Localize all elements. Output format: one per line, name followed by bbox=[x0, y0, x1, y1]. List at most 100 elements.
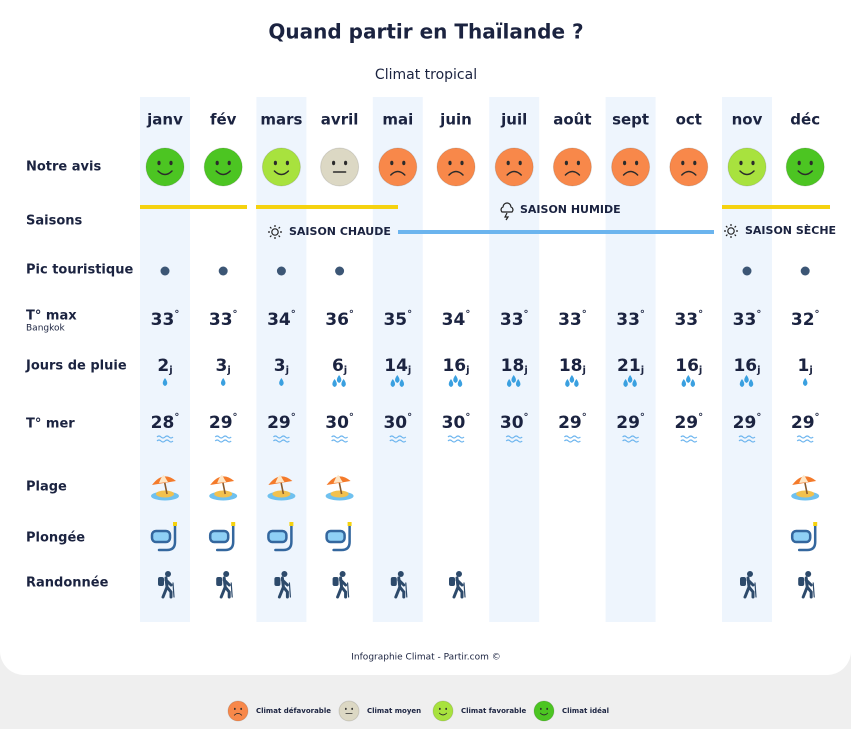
face bbox=[320, 147, 360, 187]
subtitle: Climat tropical bbox=[375, 67, 477, 83]
value: 30 bbox=[500, 413, 524, 433]
head bbox=[397, 571, 404, 577]
body bbox=[743, 576, 755, 599]
month-label: oct bbox=[676, 111, 702, 129]
face-circle bbox=[669, 147, 709, 187]
value: 1 bbox=[798, 356, 810, 376]
value: 29 bbox=[733, 413, 757, 433]
sea-temp: 29° bbox=[267, 412, 296, 433]
value: 33 bbox=[558, 310, 582, 330]
backpack bbox=[216, 577, 223, 586]
mouth bbox=[506, 170, 522, 176]
snorkel-icon bbox=[325, 522, 352, 552]
mouth bbox=[681, 170, 697, 176]
canopy-stripe bbox=[217, 475, 227, 483]
drop bbox=[336, 375, 342, 383]
value: 34 bbox=[442, 310, 466, 330]
column-backgrounds bbox=[140, 97, 772, 622]
drops bbox=[739, 375, 754, 387]
unit: j bbox=[465, 365, 469, 376]
island bbox=[330, 490, 349, 498]
hiker-icon bbox=[740, 571, 757, 599]
body bbox=[219, 576, 231, 599]
drops bbox=[448, 375, 463, 387]
eye bbox=[739, 160, 743, 166]
eye bbox=[751, 160, 755, 166]
face-circle bbox=[494, 147, 534, 187]
stick bbox=[230, 582, 233, 598]
month-label: nov bbox=[732, 111, 763, 129]
backpack bbox=[740, 577, 746, 586]
unit: ° bbox=[465, 412, 470, 423]
legend-label: Climat défavorable bbox=[256, 707, 331, 715]
wave bbox=[796, 439, 814, 443]
value: 29 bbox=[616, 413, 640, 433]
beach-icon bbox=[267, 475, 296, 501]
tube bbox=[157, 523, 177, 552]
unit: j bbox=[756, 365, 760, 376]
unit: j bbox=[808, 365, 812, 376]
island bbox=[272, 490, 291, 498]
unit: ° bbox=[174, 309, 179, 320]
mouth bbox=[273, 170, 290, 176]
unit: j bbox=[640, 365, 644, 376]
sea-temp: 29° bbox=[558, 412, 587, 433]
eye bbox=[564, 160, 568, 166]
drop bbox=[279, 378, 284, 386]
eye bbox=[390, 160, 394, 166]
drops bbox=[332, 375, 346, 387]
month-label: juin bbox=[439, 111, 472, 129]
peak-dot bbox=[160, 266, 170, 276]
wave bbox=[214, 435, 232, 439]
eye bbox=[809, 160, 813, 166]
drop bbox=[802, 378, 808, 386]
face-circle bbox=[320, 147, 360, 187]
face-circle bbox=[533, 700, 555, 722]
drop bbox=[457, 379, 463, 387]
unit: j bbox=[226, 365, 230, 376]
value: 30 bbox=[442, 413, 466, 433]
eye bbox=[460, 160, 464, 166]
value: 29 bbox=[267, 413, 291, 433]
tube bbox=[274, 523, 293, 552]
eye bbox=[540, 707, 542, 711]
drops bbox=[162, 378, 168, 386]
sea-temp: 30° bbox=[442, 412, 471, 433]
season-label: SAISON SÈCHE bbox=[745, 224, 836, 237]
wave bbox=[505, 435, 523, 439]
rain-days: 16j bbox=[733, 356, 760, 376]
season-label: SAISON CHAUDE bbox=[289, 225, 391, 238]
face bbox=[552, 147, 592, 187]
row-label: Plongée bbox=[26, 531, 85, 546]
eye bbox=[157, 160, 161, 166]
sea-temp: 28° bbox=[151, 412, 180, 433]
drops bbox=[681, 375, 696, 387]
month-label: mars bbox=[260, 111, 302, 129]
value: 6 bbox=[332, 356, 344, 376]
eye bbox=[506, 160, 510, 166]
wave bbox=[272, 435, 290, 439]
waves bbox=[331, 435, 349, 443]
beach-icon bbox=[151, 475, 179, 501]
eye bbox=[445, 707, 447, 711]
wave bbox=[331, 435, 349, 439]
hiker-icon bbox=[216, 571, 233, 599]
rain-days: 16j bbox=[675, 356, 702, 376]
unit: ° bbox=[407, 412, 412, 423]
snorkel-icon bbox=[150, 522, 177, 552]
eye bbox=[681, 160, 685, 166]
canopy-stripe bbox=[275, 475, 285, 483]
eye bbox=[345, 707, 347, 711]
sea-temp: 29° bbox=[674, 412, 703, 433]
mask bbox=[208, 529, 230, 544]
unit: ° bbox=[582, 412, 587, 423]
face bbox=[261, 147, 301, 187]
mouth bbox=[739, 170, 755, 176]
hiker-icon bbox=[274, 571, 291, 599]
body bbox=[336, 576, 348, 599]
unit: ° bbox=[233, 412, 238, 423]
backpack bbox=[390, 577, 397, 586]
face bbox=[203, 147, 243, 187]
face-circle bbox=[227, 700, 249, 722]
